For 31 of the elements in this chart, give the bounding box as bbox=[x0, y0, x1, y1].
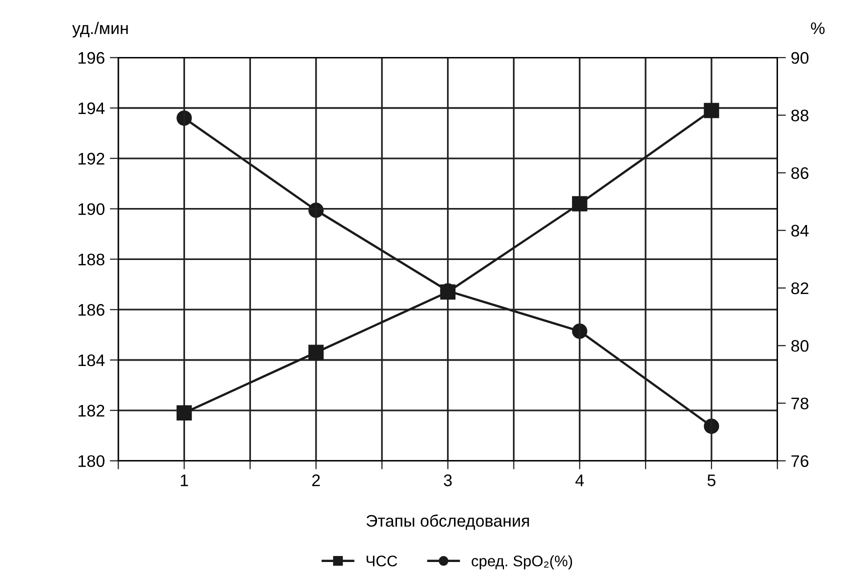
y-tick-label: 184 bbox=[78, 354, 105, 366]
point bbox=[308, 344, 324, 360]
point bbox=[176, 405, 192, 421]
y2-tick-label: 80 bbox=[791, 340, 808, 352]
x-tick-label: 4 bbox=[575, 474, 584, 486]
y-tick-label: 196 bbox=[78, 52, 104, 64]
y-tick-label: 194 bbox=[78, 102, 105, 114]
point bbox=[572, 196, 588, 212]
y2-tick-label: 82 bbox=[791, 282, 808, 294]
y-tick-label: 182 bbox=[78, 404, 104, 417]
y-tick-label: 190 bbox=[78, 203, 104, 216]
x-tick-label: 1 bbox=[180, 474, 188, 486]
y-tick-label: 180 bbox=[78, 455, 104, 468]
y-tick-label: 188 bbox=[78, 254, 104, 266]
y2-tick-label: 84 bbox=[791, 224, 809, 237]
y-tick-label: 192 bbox=[78, 152, 104, 165]
y2-tick-label: 88 bbox=[791, 110, 808, 122]
point bbox=[704, 102, 720, 118]
legend-label: сред. SpO₂(%) bbox=[472, 555, 572, 570]
x-tick-label: 3 bbox=[444, 474, 452, 486]
y2-tick-label: 90 bbox=[791, 52, 808, 64]
y2-axis-title: % bbox=[810, 22, 825, 34]
y-axis-title: уд./мин bbox=[72, 22, 128, 38]
x-tick-label: 5 bbox=[708, 474, 716, 486]
y2-tick-label: 78 bbox=[791, 398, 808, 410]
x-axis-title: Этапы обследования bbox=[366, 514, 529, 530]
y2-tick-label: 86 bbox=[791, 167, 808, 180]
x-tick-label: 2 bbox=[312, 474, 320, 486]
y-tick-label: 186 bbox=[78, 304, 104, 316]
legend-label: ЧСС bbox=[366, 556, 398, 566]
y2-tick-label: 76 bbox=[791, 455, 808, 468]
